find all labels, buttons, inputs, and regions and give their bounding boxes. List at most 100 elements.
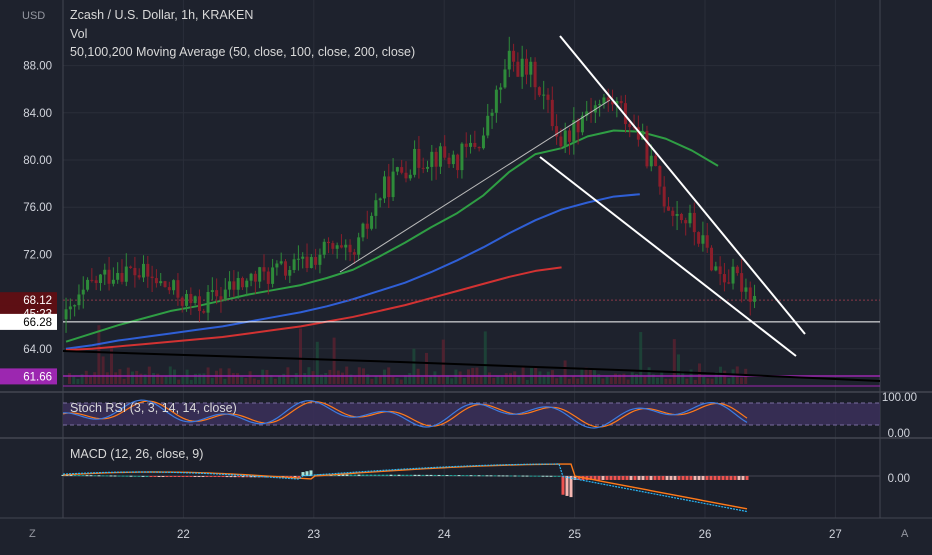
volume-bar [240,377,243,384]
macd-histogram-bar [746,476,749,480]
volume-bar [97,325,100,384]
macd-legend[interactable]: MACD (12, 26, close, 9) [70,447,203,461]
candle-body [374,200,377,216]
macd-histogram-bar [430,475,433,476]
volume-bar [274,379,277,384]
macd-histogram-bar [450,475,453,476]
symbol-title[interactable]: Zcash / U.S. Dollar, 1h, KRAKEN [70,8,253,22]
auto-scale-toggle[interactable]: A [901,528,908,540]
macd-histogram-bar [438,475,441,476]
macd-histogram-bar [678,476,681,480]
macd-histogram-bar [354,475,357,476]
volume-legend[interactable]: Vol [70,27,87,41]
volume-bar [291,378,294,384]
volume-bar [408,373,411,384]
macd-histogram-bar [202,476,205,477]
currency-label: USD [22,10,45,22]
candle-body [379,198,382,200]
macd-histogram-bar [82,475,85,476]
volume-bar [312,371,315,384]
candle-body [663,187,666,207]
candle-body [568,131,571,142]
volume-bar [564,360,567,384]
candle-body [620,101,623,103]
timezone-corner[interactable]: Z [29,528,36,540]
volume-bar [669,379,672,384]
macd-histogram-bar [654,476,657,480]
volume-bar [643,377,646,384]
macd-histogram-bar [86,475,89,476]
volume-bar [181,377,184,384]
volume-bar [702,377,705,384]
volume-bar [186,370,189,384]
candle-body [719,266,722,274]
candle-body [77,294,80,305]
macd-histogram-bar [566,476,569,496]
candle-body [168,287,171,290]
price-tick-1: 84.00 [23,108,52,120]
macd-histogram-bar [694,476,697,480]
volume-bar [496,377,499,384]
macd-histogram-bar [106,475,109,476]
volume-bar [257,380,260,384]
volume-bar [711,379,714,384]
candle-body [486,116,489,136]
moving-average-legend[interactable]: 50,100,200 Moving Average (50, close, 10… [70,45,415,59]
candle-body [723,274,726,282]
macd-histogram-bar [462,475,465,476]
candle-body [499,87,502,89]
volume-bar [400,380,403,384]
volume-bar [631,372,634,384]
macd-histogram-bar [510,475,513,476]
volume-bar [677,354,680,384]
macd-histogram-bar [94,475,97,476]
candle-body [219,296,222,299]
macd-histogram-bar [382,475,385,476]
macd-histogram-bar [546,476,549,477]
volume-bar [303,373,306,384]
candle-body [254,274,257,282]
macd-histogram-bar [490,475,493,476]
candle-body [689,213,692,223]
macd-histogram-bar [78,475,81,476]
candle-body [245,281,248,288]
candle-body [658,166,661,187]
stoch-rsi-legend[interactable]: Stoch RSI (3, 3, 14, 14, close) [70,401,237,415]
candle-body [241,278,244,287]
candle-body [460,144,463,170]
macd-histogram-bar [158,476,161,477]
volume-bar [202,373,205,384]
macd-histogram-bar [194,476,197,477]
candle-body [164,281,167,287]
price-tick-3: 76.00 [23,202,52,214]
macd-histogram-bar [742,476,745,480]
volume-bar [442,340,445,384]
macd-histogram-bar [370,475,373,476]
candle-body [353,252,356,255]
macd-histogram-bar [398,475,401,476]
candle-body [654,156,657,166]
candle-body [546,95,549,100]
candle-body [529,62,532,75]
macd-histogram-bar [598,476,601,480]
volume-bar [555,378,558,384]
candle-body [116,273,119,280]
candle-body [740,273,743,292]
volume-bar [215,371,218,384]
candle-body [293,259,296,270]
candle-body [301,257,304,259]
candle-body [318,255,321,265]
volume-bar [538,371,541,384]
volume-bar [337,371,340,384]
time-tick-5: 27 [829,529,842,541]
candle-body [125,267,128,282]
candle-body [508,51,511,70]
volume-bar [627,380,630,384]
volume-bar [501,377,504,384]
volume-bar [433,371,436,384]
volume-bar [328,370,331,384]
macd-histogram-bar [130,476,133,477]
candle-body [409,175,412,179]
volume-bar [429,376,432,384]
